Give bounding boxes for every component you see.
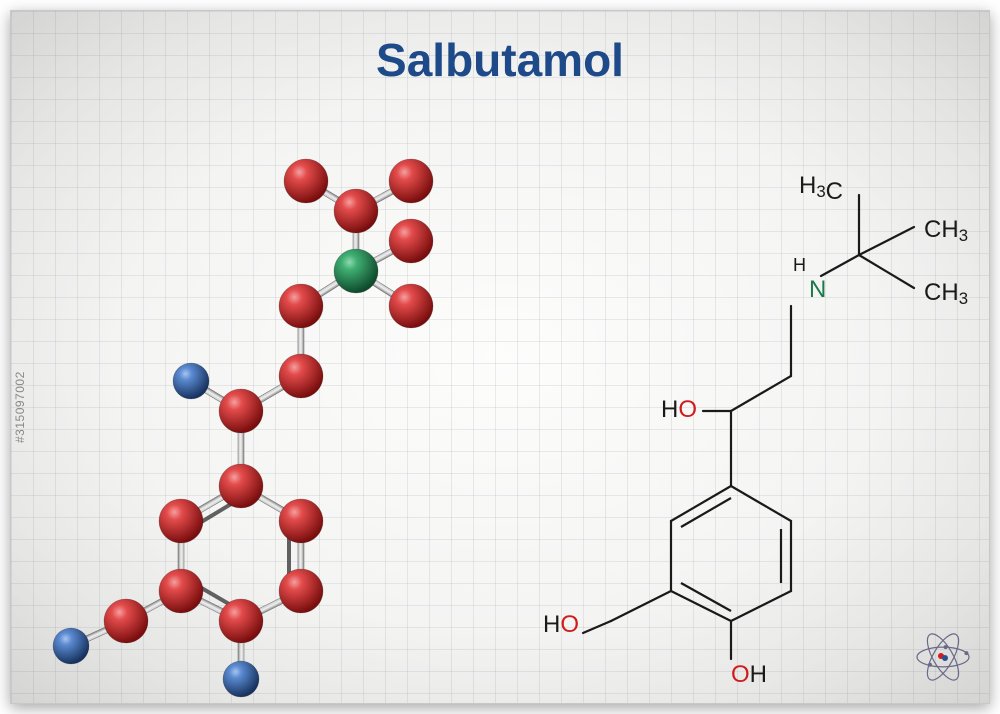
structural-formula: OH HO HO NH H3C CH3 CH3 (11, 11, 991, 705)
svg-text:HO: HO (543, 611, 579, 638)
svg-text:CH3: CH3 (924, 279, 968, 308)
svg-text:HO: HO (661, 396, 697, 423)
svg-text:H3C: H3C (799, 172, 843, 205)
svg-text:H: H (793, 255, 806, 275)
svg-text:CH3: CH3 (924, 216, 968, 245)
paper-sheet: Salbutamol #315097002 (10, 10, 990, 704)
atom-icon (903, 617, 983, 697)
svg-text:OH: OH (731, 661, 767, 688)
svg-text:N: N (809, 276, 826, 303)
